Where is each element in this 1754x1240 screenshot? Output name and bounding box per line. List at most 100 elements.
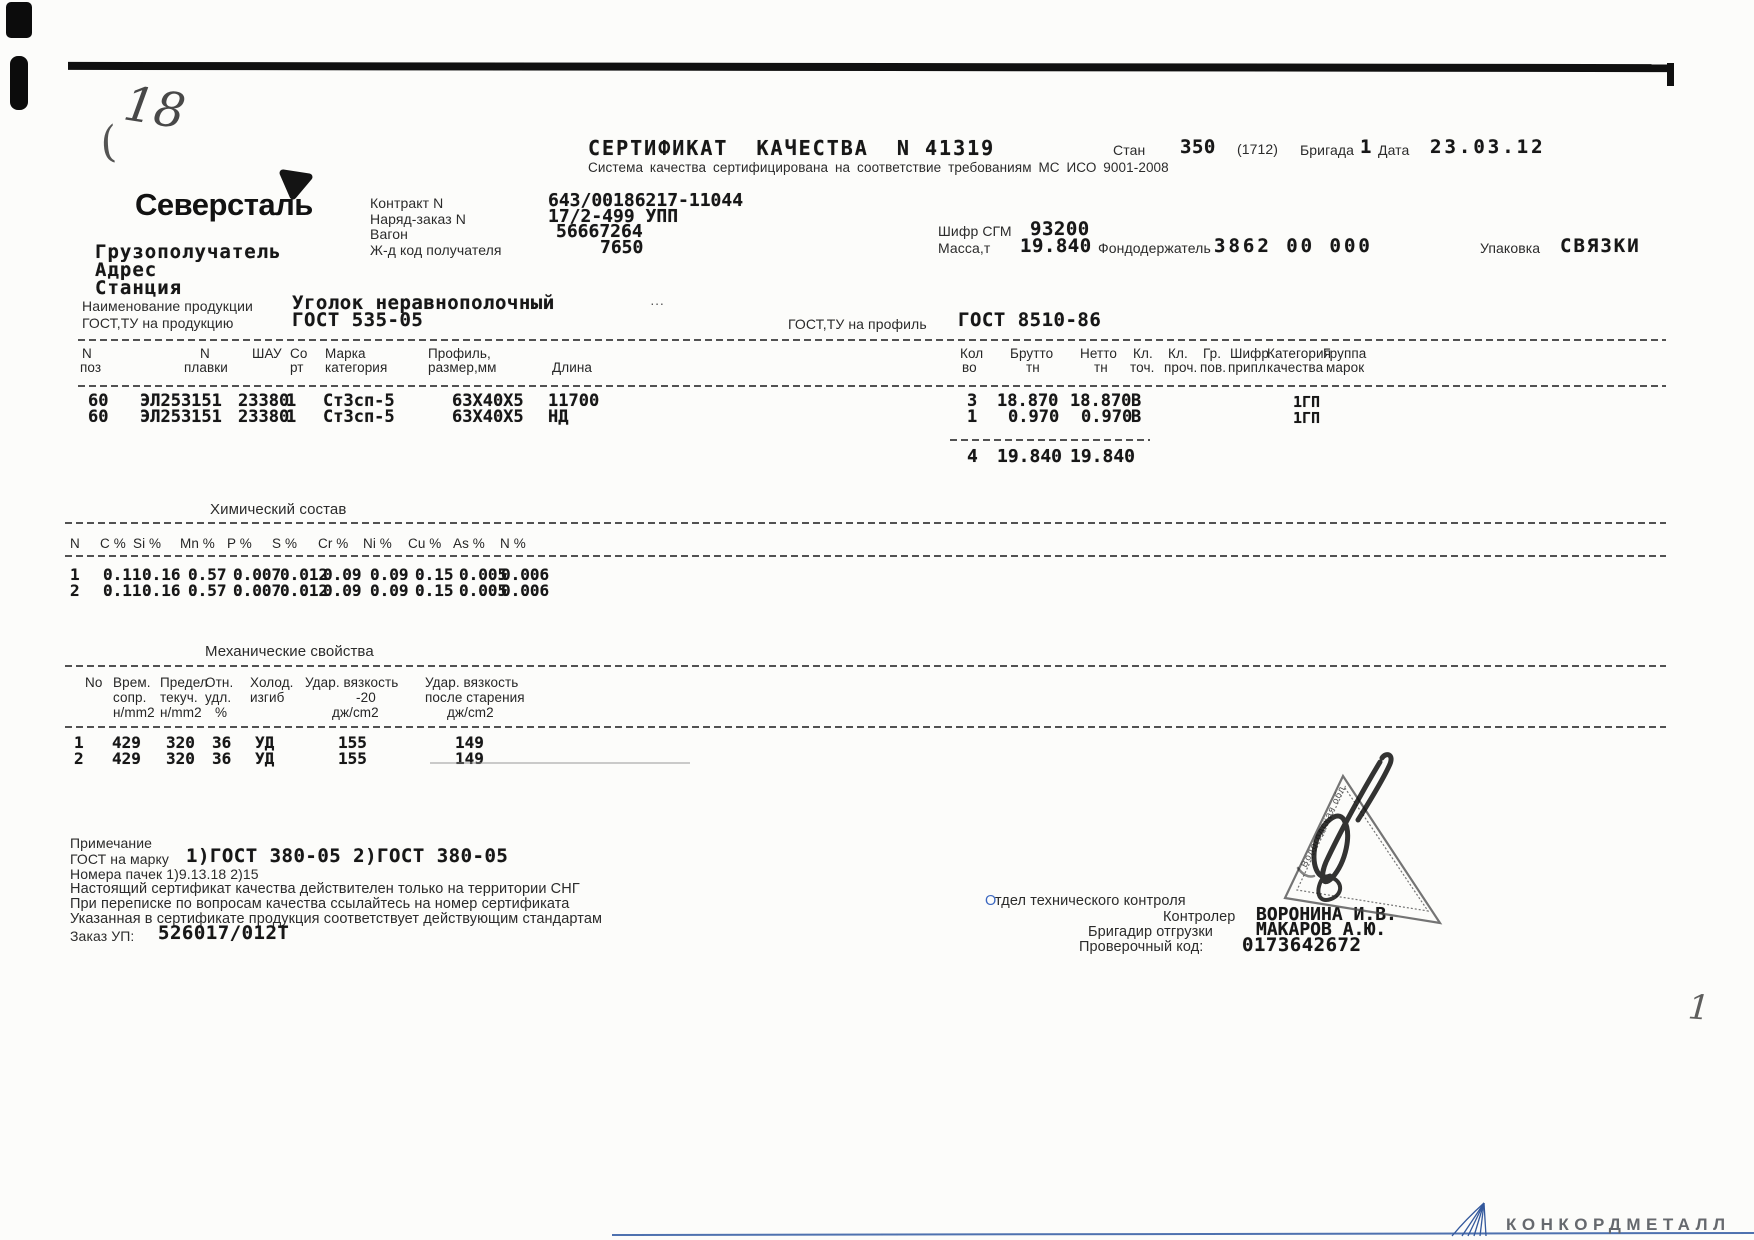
col-cipher-l2: припл	[1228, 360, 1267, 375]
notes-line3: Указанная в сертификате продукция соотве…	[70, 911, 603, 927]
row1-qty: 3	[967, 391, 978, 411]
mech-divider	[65, 726, 1666, 728]
chem-r2-n2: 0.006	[501, 581, 550, 600]
chemistry-title: Химический состав	[210, 501, 347, 518]
mech-col-h6b: после старения	[425, 690, 525, 705]
chem-col-as: As %	[453, 536, 485, 551]
chem-col-cr: Cr %	[318, 536, 349, 551]
chem-r1-c: 0.11	[103, 565, 142, 584]
chem-col-n: N	[70, 536, 80, 551]
chem-divider	[65, 522, 1666, 524]
chem-r2-si: 0.16	[142, 581, 181, 600]
scan-dots-artifact: ···	[650, 295, 665, 311]
table-divider	[78, 339, 1666, 341]
row2-qty: 1	[967, 407, 978, 427]
table-divider	[78, 385, 1666, 387]
mech-col-h2b: текуч.	[160, 690, 198, 705]
triangular-stamp: Вологодская обл.	[1283, 752, 1443, 925]
col-net-l1: Нетто	[1080, 346, 1118, 361]
row1-shau: 23380	[238, 391, 290, 411]
station-label: Станция	[95, 277, 183, 299]
notes-gost-label: ГОСТ на марку	[70, 851, 169, 867]
chem-r2-c: 0.11	[103, 581, 142, 600]
contract-value: 643/00186217-11044	[548, 190, 744, 211]
row2-gross: 0.970	[1008, 407, 1060, 427]
row1-length: 11700	[548, 391, 600, 411]
mechanics-title: Механические свойства	[205, 643, 374, 660]
row1-acc: В	[1131, 391, 1142, 411]
chem-r1-n2: 0.006	[501, 565, 550, 584]
mech-col-h4a: Холод.	[250, 675, 294, 690]
col-surf-l1: Гр.	[1203, 346, 1222, 361]
row1-pos: 60	[88, 391, 109, 411]
foreman-label: Бригадир отгрузки	[1088, 924, 1213, 940]
mech-col-h2a: Предел	[160, 675, 208, 690]
chem-r1-cu: 0.15	[415, 565, 454, 584]
brigade-label: Бригада	[1300, 142, 1355, 158]
product-value: Уголок неравнополочный	[292, 292, 555, 314]
chem-r2-cr: 0.09	[323, 581, 362, 600]
mech-col-h5a: Удар. вязкость	[305, 675, 399, 690]
handwritten-page-mark: 1	[1686, 987, 1712, 1029]
row2-cat: 1ГП	[1293, 409, 1321, 427]
totals-divider	[950, 439, 1150, 441]
date-value: 23.03.12	[1430, 136, 1546, 158]
concord-brand-text: КОНКОРДМЕТАЛЛ	[1506, 1215, 1731, 1234]
col-melt-l1: N	[200, 346, 210, 361]
mech-r1-aged: 149	[455, 733, 484, 752]
product-gost-label: ГОСТ,ТУ на продукцию	[82, 315, 234, 331]
order-label: Наряд-заказ N	[370, 211, 466, 227]
rail-code-label: Ж-д код получателя	[370, 242, 502, 258]
notes-gost-value: 1)ГОСТ 380-05 2)ГОСТ 380-05	[186, 845, 509, 867]
col-profile-l1: Профиль,	[428, 346, 491, 361]
mech-r2-bend: УД	[255, 749, 275, 768]
col-surf-l2: пов.	[1200, 360, 1227, 375]
mech-col-h3a: Отн.	[205, 675, 234, 690]
foreman-name: МАКАРОВ А.Ю.	[1256, 919, 1387, 940]
chem-divider	[65, 555, 1666, 557]
col-qty-l2: во	[962, 360, 977, 375]
row1-melt: ЭЛ253151	[140, 391, 222, 411]
order-up-label: Заказ УП:	[70, 928, 135, 944]
col-qty-l1: Кол	[960, 346, 984, 361]
col-length: Длина	[552, 360, 593, 375]
total-net: 19.840	[1070, 446, 1136, 467]
mech-col-h3c: %	[215, 705, 228, 720]
mech-r2-imp: 155	[338, 749, 367, 768]
consignee-label: Грузополучатель	[95, 241, 282, 263]
row1-cat: 1ГП	[1293, 393, 1321, 411]
scan-artifact-blob	[10, 56, 28, 110]
chem-r1-p: 0.007	[233, 565, 282, 584]
mech-r1-imp: 155	[338, 733, 367, 752]
mech-r1-bend: УД	[255, 733, 275, 752]
sgm-label: Шифр СГМ	[938, 223, 1012, 239]
row2-sort: 1	[286, 407, 297, 427]
mass-value: 19.840	[1020, 235, 1092, 257]
chem-r1-as: 0.005	[459, 565, 508, 584]
profile-gost-label: ГОСТ,ТУ на профиль	[788, 316, 927, 332]
wagon-value: 56667264	[556, 221, 643, 242]
row2-shau: 23380	[238, 407, 290, 427]
col-melt-l2: плавки	[184, 360, 228, 375]
chem-r2-as: 0.005	[459, 581, 508, 600]
top-scan-bar-hook	[1667, 63, 1674, 86]
row1-net: 18.870	[1070, 391, 1132, 411]
fund-label: Фондодержатель	[1098, 240, 1211, 256]
chem-col-s: S %	[272, 536, 298, 551]
mech-col-h1b: сопр.	[113, 690, 147, 705]
chem-col-n2: N %	[500, 536, 526, 551]
chem-r2-s: 0.012	[280, 581, 329, 600]
chem-r2-ni: 0.09	[370, 581, 409, 600]
packing-label: Упаковка	[1480, 240, 1541, 256]
chem-r2-cu: 0.15	[415, 581, 454, 600]
notes-title: Примечание	[70, 835, 153, 851]
handwritten-note-18: 18	[119, 75, 190, 141]
col-sort-l1: Со	[290, 346, 308, 361]
col-shau: ШАУ	[252, 346, 282, 361]
chem-r1-cr: 0.09	[323, 565, 362, 584]
row2-pos: 60	[88, 407, 109, 427]
row2-melt: ЭЛ253151	[140, 407, 222, 427]
severstal-logo-text: Северсталь	[135, 187, 313, 222]
mech-col-h6c: дж/cm2	[447, 705, 494, 720]
